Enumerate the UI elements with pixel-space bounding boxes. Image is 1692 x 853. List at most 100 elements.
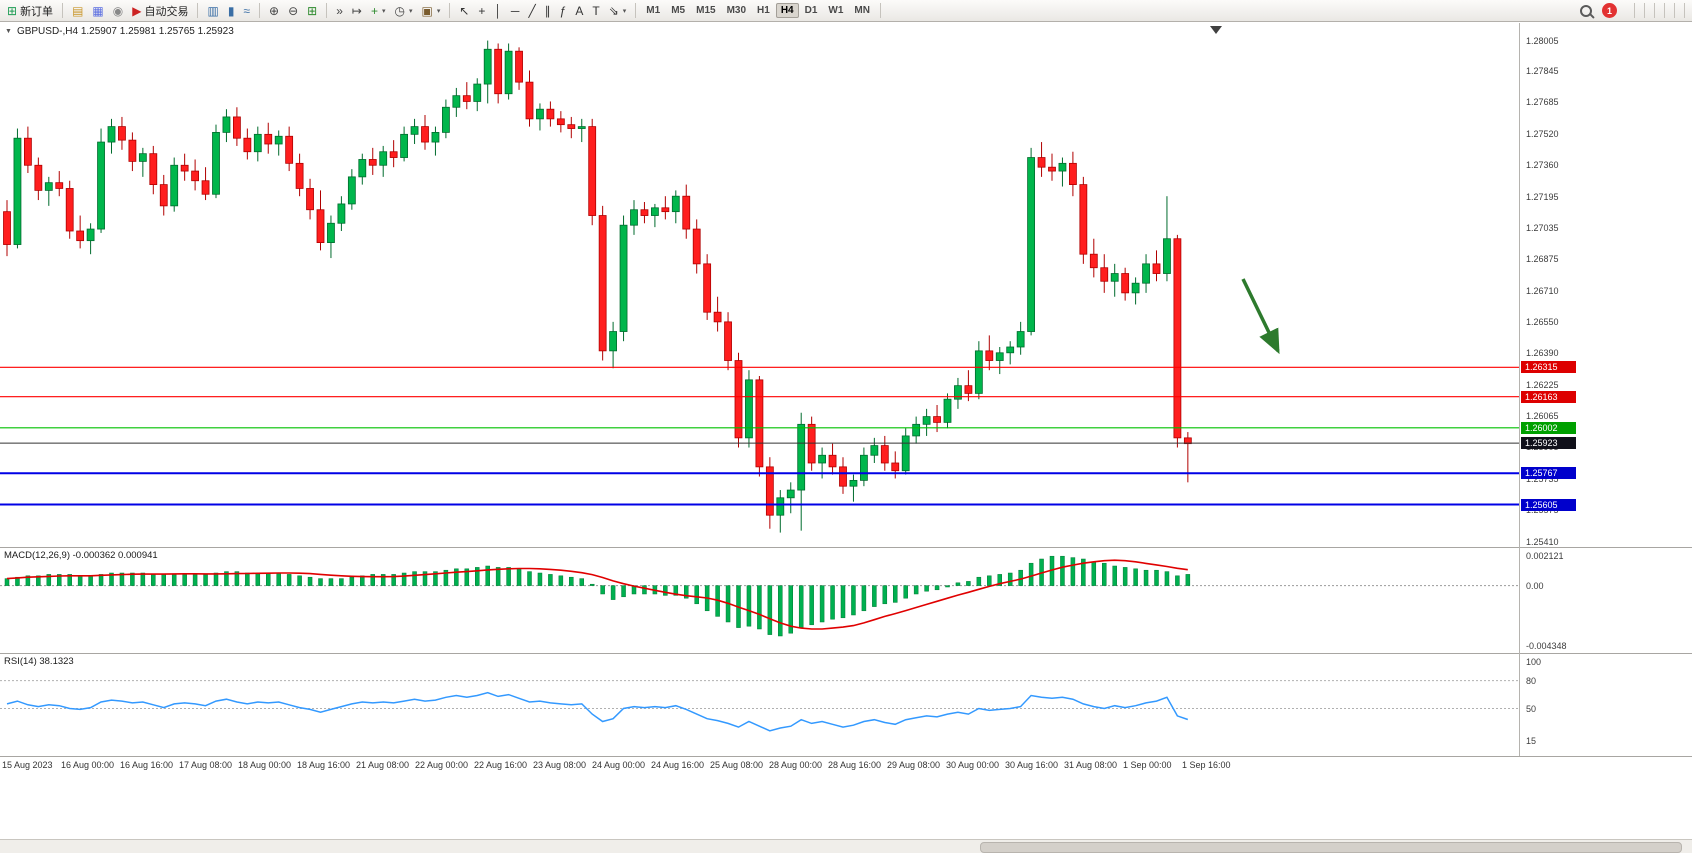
- zoom-in-button[interactable]: ⊕: [265, 1, 283, 21]
- time-axis-label: 30 Aug 16:00: [1005, 760, 1059, 770]
- horizontal-line-button[interactable]: ─: [507, 1, 524, 21]
- macd-bar: [391, 574, 396, 586]
- macd-bar: [830, 585, 835, 620]
- text-label-button[interactable]: T: [588, 1, 603, 21]
- macd-bar: [433, 571, 438, 586]
- macd-bar: [286, 574, 292, 586]
- text-label-icon: T: [592, 3, 600, 18]
- macd-bar: [757, 585, 762, 630]
- chart-shift-marker[interactable]: [1210, 26, 1222, 34]
- cursor-button[interactable]: ↖: [455, 1, 473, 21]
- price-axis-label: 1.26710: [1526, 285, 1559, 296]
- candle-body: [870, 445, 879, 456]
- horizontal-scrollbar-thumb[interactable]: [980, 842, 1682, 853]
- macd-axis-label: 0.002121: [1526, 550, 1564, 561]
- arrow-object[interactable]: [1241, 278, 1280, 355]
- timeframe-m1[interactable]: M1: [641, 3, 665, 18]
- macd-axis-label: 0.00: [1526, 580, 1544, 591]
- tile-windows-button[interactable]: ⊞: [303, 1, 321, 21]
- macd-bar: [1007, 572, 1013, 586]
- macd-bar: [767, 585, 773, 635]
- search-icon[interactable]: [1580, 4, 1592, 17]
- timeframe-m5[interactable]: M5: [666, 3, 690, 18]
- dropdown-caret-icon[interactable]: ▾: [622, 7, 627, 15]
- arrows-button[interactable]: ⇘ ▾: [605, 1, 631, 21]
- dropdown-caret-icon[interactable]: ▾: [381, 7, 386, 15]
- periods-button[interactable]: ◷ ▾: [390, 1, 416, 21]
- macd-bar: [36, 575, 41, 586]
- equidistant-channel-icon: ∥: [544, 3, 551, 18]
- pane-separator[interactable]: [0, 653, 1692, 654]
- notifications-badge[interactable]: 1: [1602, 3, 1617, 18]
- candle-body: [34, 164, 43, 191]
- candle-body: [671, 195, 680, 213]
- price-axis-label: 1.27845: [1526, 66, 1559, 77]
- pane-separator[interactable]: [0, 547, 1692, 548]
- horizontal-scrollbar[interactable]: [0, 839, 1692, 853]
- macd-bar: [130, 572, 135, 586]
- chart-shift-button[interactable]: ↦: [348, 1, 366, 21]
- timeframe-w1[interactable]: W1: [823, 3, 848, 18]
- periods-icon: ◷: [394, 3, 405, 18]
- timeframe-h1[interactable]: H1: [752, 3, 775, 18]
- bar-chart-button[interactable]: ▥: [203, 1, 222, 21]
- timeframe-m15[interactable]: M15: [691, 3, 720, 18]
- autotrading-button-label: 自动交易: [144, 5, 189, 18]
- indicators-button[interactable]: + ▾: [367, 1, 390, 21]
- time-axis-label: 28 Aug 00:00: [769, 760, 823, 770]
- candle-body: [1069, 162, 1077, 185]
- macd-bar: [224, 571, 229, 586]
- fibonacci-button[interactable]: ƒ: [556, 1, 571, 21]
- arrows-icon: ⇘: [608, 3, 619, 18]
- trendline-button[interactable]: ╱: [524, 1, 539, 21]
- macd-bar: [192, 574, 198, 586]
- templates-button[interactable]: ▣ ▾: [417, 1, 444, 21]
- candle-body: [943, 398, 952, 423]
- candle-body: [651, 207, 659, 216]
- timeframe-m15-label: M15: [696, 5, 716, 16]
- macd-bar: [297, 575, 302, 586]
- macd-bar: [4, 578, 10, 586]
- timeframe-m30[interactable]: M30: [722, 3, 751, 18]
- price-axis-label: 1.27035: [1526, 223, 1559, 234]
- macd-bar: [924, 585, 929, 592]
- one-click-trading-toggle[interactable]: ▼: [5, 28, 12, 35]
- zoom-out-button[interactable]: ⊖: [284, 1, 302, 21]
- candle-body: [901, 435, 910, 472]
- macd-bar: [380, 574, 386, 586]
- candle-body: [786, 489, 795, 499]
- cursor-icon: ↖: [459, 3, 470, 18]
- crosshair-button[interactable]: +: [474, 1, 489, 21]
- macd-bar: [109, 572, 114, 586]
- dropdown-caret-icon[interactable]: ▾: [408, 7, 413, 15]
- macd-bar: [307, 576, 313, 586]
- candlestick-chart-button[interactable]: ▮: [224, 1, 239, 21]
- candle-body: [421, 126, 429, 143]
- candle-body: [431, 131, 440, 143]
- new-order-button[interactable]: ⊞ 新订单: [3, 1, 57, 21]
- timeframe-h4-label: H4: [780, 5, 794, 16]
- line-chart-button[interactable]: ≈: [239, 1, 254, 21]
- timeframe-mn[interactable]: MN: [849, 3, 875, 18]
- timeframe-h4[interactable]: H4: [775, 3, 799, 18]
- macd-pane: [0, 555, 1519, 637]
- time-axis-label: 16 Aug 00:00: [61, 760, 115, 770]
- profiles-button[interactable]: ▤: [68, 1, 87, 21]
- time-axis-label: 18 Aug 00:00: [238, 760, 292, 770]
- time-axis-label: 24 Aug 00:00: [592, 760, 646, 770]
- macd-bar: [349, 576, 355, 586]
- auto-scroll-button[interactable]: »: [332, 1, 347, 21]
- candle-body: [724, 321, 732, 361]
- equidistant-channel-button[interactable]: ∥: [541, 1, 555, 21]
- macd-bar: [746, 585, 752, 627]
- charts-button[interactable]: ▦: [88, 1, 107, 21]
- timeframe-d1[interactable]: D1: [800, 3, 823, 18]
- macd-bar: [422, 571, 428, 586]
- price-badge: 1.25923: [1521, 437, 1576, 450]
- text-button[interactable]: A: [571, 1, 587, 21]
- candle-body: [55, 182, 64, 189]
- data-window-button[interactable]: ◉: [109, 1, 127, 21]
- vertical-line-button[interactable]: │: [490, 1, 506, 21]
- autotrading-button[interactable]: ▶ 自动交易: [128, 1, 192, 21]
- dropdown-caret-icon[interactable]: ▾: [436, 7, 441, 15]
